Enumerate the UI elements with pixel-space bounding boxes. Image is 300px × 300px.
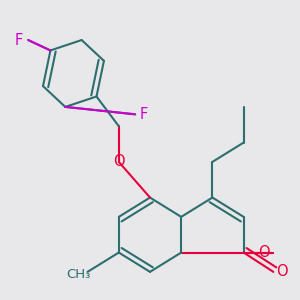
Text: O: O xyxy=(277,264,288,279)
Text: O: O xyxy=(259,245,270,260)
Text: F: F xyxy=(140,107,148,122)
Text: F: F xyxy=(15,32,23,47)
Text: CH₃: CH₃ xyxy=(67,268,91,281)
Text: O: O xyxy=(113,154,124,169)
